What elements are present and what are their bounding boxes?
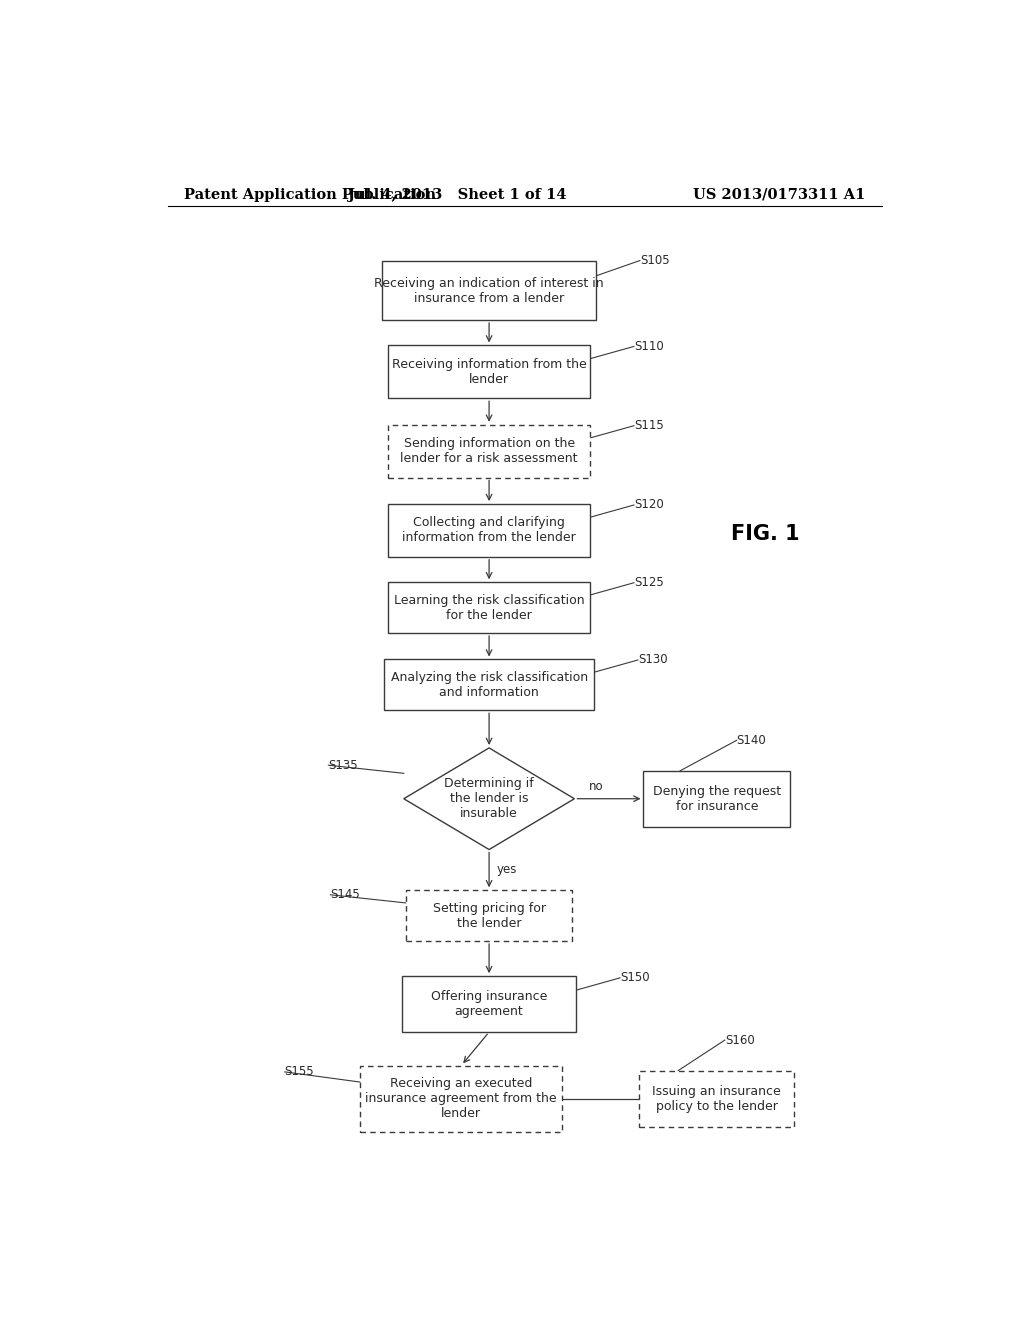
Bar xyxy=(639,1071,795,1126)
Text: S140: S140 xyxy=(736,734,766,747)
Bar xyxy=(401,975,577,1032)
Text: Sending information on the
lender for a risk assessment: Sending information on the lender for a … xyxy=(400,437,578,465)
Text: yes: yes xyxy=(497,863,517,876)
Text: S120: S120 xyxy=(634,499,664,511)
Bar xyxy=(388,425,590,478)
Text: Analyzing the risk classification
and information: Analyzing the risk classification and in… xyxy=(390,671,588,698)
Text: S155: S155 xyxy=(285,1065,314,1078)
Text: US 2013/0173311 A1: US 2013/0173311 A1 xyxy=(692,187,865,202)
Text: S115: S115 xyxy=(634,420,664,432)
Text: Jul. 4, 2013   Sheet 1 of 14: Jul. 4, 2013 Sheet 1 of 14 xyxy=(348,187,566,202)
Text: no: no xyxy=(589,780,603,793)
Text: Determining if
the lender is
insurable: Determining if the lender is insurable xyxy=(444,777,534,820)
Bar xyxy=(360,1065,562,1131)
Text: S130: S130 xyxy=(638,653,668,667)
Text: Issuing an insurance
policy to the lender: Issuing an insurance policy to the lende… xyxy=(652,1085,781,1113)
Text: Receiving information from the
lender: Receiving information from the lender xyxy=(392,358,587,385)
Bar xyxy=(406,890,572,941)
Text: S110: S110 xyxy=(634,341,664,352)
Bar xyxy=(382,261,596,319)
Text: S145: S145 xyxy=(331,888,360,902)
Text: Denying the request
for insurance: Denying the request for insurance xyxy=(652,784,781,813)
Text: Learning the risk classification
for the lender: Learning the risk classification for the… xyxy=(394,594,585,622)
Text: Offering insurance
agreement: Offering insurance agreement xyxy=(431,990,547,1018)
Text: FIG. 1: FIG. 1 xyxy=(731,524,800,544)
Bar xyxy=(643,771,791,826)
Text: S105: S105 xyxy=(640,253,670,267)
Text: Patent Application Publication: Patent Application Publication xyxy=(183,187,435,202)
Text: S160: S160 xyxy=(725,1034,755,1047)
Bar xyxy=(388,504,590,557)
Bar xyxy=(388,582,590,634)
Text: S125: S125 xyxy=(634,577,664,589)
Text: Collecting and clarifying
information from the lender: Collecting and clarifying information fr… xyxy=(402,516,575,544)
Bar xyxy=(388,346,590,399)
Text: Receiving an executed
insurance agreement from the
lender: Receiving an executed insurance agreemen… xyxy=(366,1077,557,1121)
Text: S135: S135 xyxy=(329,759,358,772)
Polygon shape xyxy=(403,748,574,850)
Bar xyxy=(384,660,594,710)
Text: S150: S150 xyxy=(621,972,649,985)
Text: Receiving an indication of interest in
insurance from a lender: Receiving an indication of interest in i… xyxy=(375,276,604,305)
Text: Setting pricing for
the lender: Setting pricing for the lender xyxy=(432,902,546,929)
